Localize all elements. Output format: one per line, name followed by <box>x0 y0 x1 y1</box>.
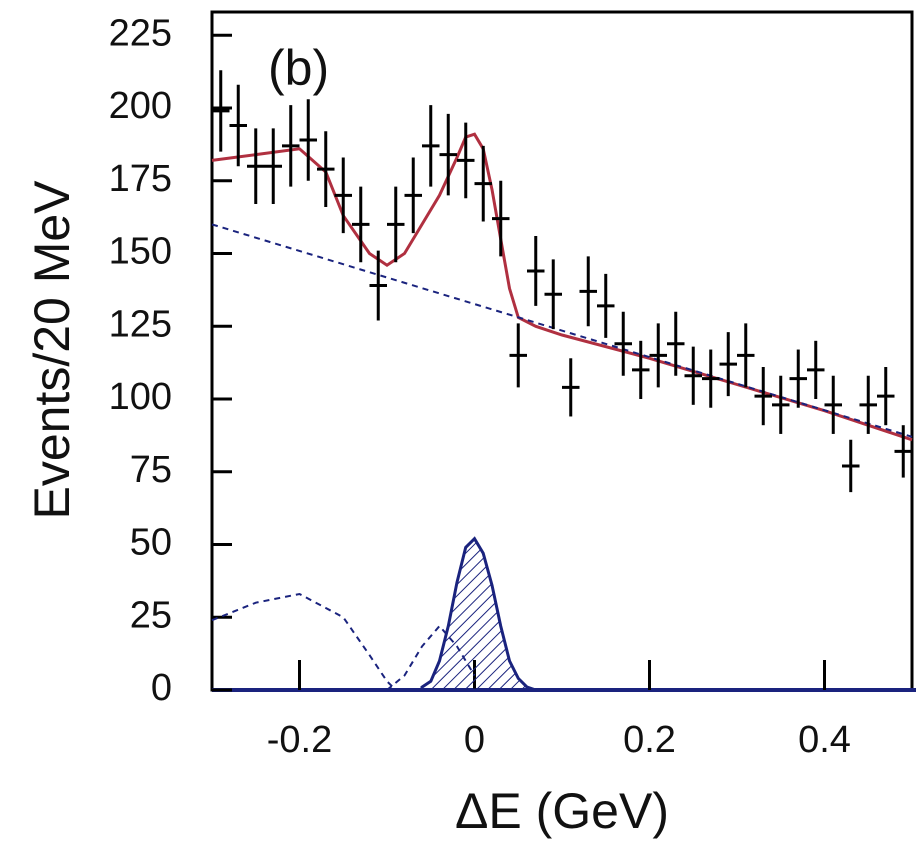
x-axis-label: ΔE (GeV) <box>455 783 669 839</box>
x-tick-label: 0 <box>464 719 485 761</box>
y-axis-label: Events/20 MeV <box>24 180 80 520</box>
signal-area <box>420 536 537 692</box>
y-tick-label: 125 <box>109 303 172 345</box>
fit-curve <box>211 592 397 691</box>
fit-curve <box>211 223 913 438</box>
y-tick-label: 225 <box>109 12 172 54</box>
panel-label: (b) <box>268 40 329 96</box>
y-tick-label: 100 <box>109 376 172 418</box>
x-tick-label: 0.4 <box>798 719 851 761</box>
x-tick-label: -0.2 <box>267 719 332 761</box>
y-tick-label: 75 <box>130 449 172 491</box>
y-tick-label: 175 <box>109 158 172 200</box>
y-tick-label: 25 <box>130 594 172 636</box>
fit-curve <box>211 132 913 442</box>
fit-curve <box>386 624 476 691</box>
y-tick-label: 50 <box>130 522 172 564</box>
x-tick-label: 0.2 <box>623 719 676 761</box>
y-tick-label: 200 <box>109 85 172 127</box>
y-tick-label: 0 <box>151 667 172 709</box>
plot-frame <box>210 10 914 692</box>
y-tick-label: 150 <box>109 231 172 273</box>
